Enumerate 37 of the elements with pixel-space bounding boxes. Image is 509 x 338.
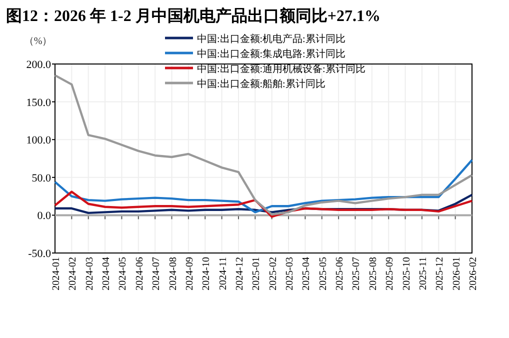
y-tick-label: 200.0 [26, 59, 52, 71]
x-tick-label: 2026-02 [468, 257, 479, 290]
y-tick-label: 50.0 [32, 172, 52, 184]
y-tick-label: 150.0 [26, 96, 52, 109]
y-tick-label: 0.0 [37, 210, 52, 222]
x-tick-label: 2025-10 [401, 257, 412, 290]
y-axis-title: （%） [24, 36, 52, 47]
x-tick-label: 2024-03 [84, 257, 96, 290]
x-tick-label: 2024-12 [234, 257, 246, 290]
y-tick-label: 100.0 [26, 134, 52, 147]
x-tick-label: 2024-02 [68, 257, 79, 290]
x-tick-label: 2024-01 [51, 257, 62, 290]
legend-label: 中国:出口金额:机电产品:累计同比 [197, 33, 346, 45]
x-tick-label: 2025-02 [268, 257, 279, 290]
x-tick-label: 2024-08 [168, 257, 179, 290]
x-tick-label: 2025-11 [418, 257, 429, 290]
x-tick-label: 2025-04 [301, 257, 312, 290]
x-tick-label: 2025-06 [334, 257, 346, 290]
legend-label: 中国:出口金额:船舶:累计同比 [197, 78, 326, 90]
legend-label: 中国:出口金额:集成电路:累计同比 [197, 48, 346, 60]
x-tick-label: 2024-06 [134, 257, 146, 290]
x-tick-label: 2024-07 [151, 257, 162, 290]
x-tick-label: 2025-08 [368, 257, 379, 290]
chart-title: 图12：2026 年 1-2 月中国机电产品出口额同比+27.1% [6, 7, 380, 25]
x-tick-label: 2025-09 [384, 257, 396, 290]
x-tick-label: 2025-12 [434, 257, 446, 290]
x-tick-label: 2025-07 [351, 257, 362, 290]
x-tick-label: 2024-10 [201, 257, 212, 290]
x-tick-label: 2025-01 [251, 257, 262, 290]
x-tick-label: 2024-09 [184, 257, 196, 290]
y-tick-label: -50.0 [28, 248, 52, 260]
x-tick-label: 2026-01 [451, 257, 462, 290]
x-tick-label: 2024-11 [218, 257, 229, 290]
x-tick-label: 2024-04 [101, 257, 112, 290]
x-tick-label: 2025-05 [318, 257, 329, 290]
x-tick-label: 2024-05 [118, 257, 129, 290]
x-tick-label: 2025-03 [284, 257, 296, 290]
